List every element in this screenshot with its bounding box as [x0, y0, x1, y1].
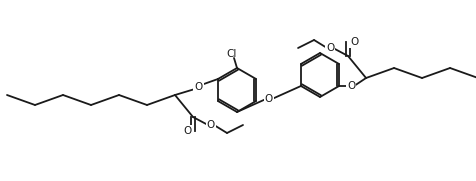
Text: Cl: Cl: [226, 49, 237, 59]
Text: O: O: [325, 43, 334, 53]
Text: O: O: [346, 81, 355, 91]
Text: O: O: [349, 37, 357, 47]
Text: O: O: [264, 94, 273, 104]
Text: O: O: [194, 82, 202, 92]
Text: O: O: [183, 126, 192, 136]
Text: O: O: [207, 120, 215, 130]
